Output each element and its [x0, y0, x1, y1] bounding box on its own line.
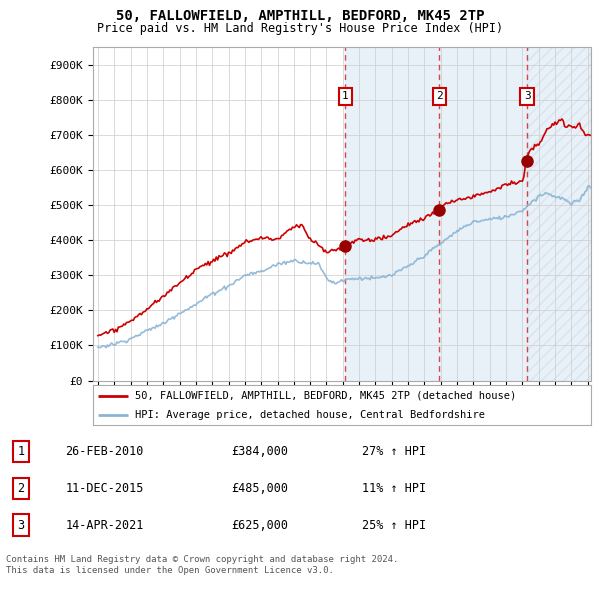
Bar	[527, 47, 591, 381]
Text: 11% ↑ HPI: 11% ↑ HPI	[362, 481, 427, 495]
Text: 25% ↑ HPI: 25% ↑ HPI	[362, 519, 427, 532]
Text: £485,000: £485,000	[232, 481, 289, 495]
Text: £625,000: £625,000	[232, 519, 289, 532]
Text: Contains HM Land Registry data © Crown copyright and database right 2024.: Contains HM Land Registry data © Crown c…	[6, 555, 398, 563]
Text: 14-APR-2021: 14-APR-2021	[65, 519, 144, 532]
Text: 3: 3	[17, 519, 25, 532]
Text: Price paid vs. HM Land Registry's House Price Index (HPI): Price paid vs. HM Land Registry's House …	[97, 22, 503, 35]
Bar	[345, 47, 591, 381]
Text: 1: 1	[17, 445, 25, 458]
Text: HPI: Average price, detached house, Central Bedfordshire: HPI: Average price, detached house, Cent…	[136, 410, 485, 419]
Text: 26-FEB-2010: 26-FEB-2010	[65, 445, 144, 458]
Text: This data is licensed under the Open Government Licence v3.0.: This data is licensed under the Open Gov…	[6, 566, 334, 575]
Text: 11-DEC-2015: 11-DEC-2015	[65, 481, 144, 495]
Text: 50, FALLOWFIELD, AMPTHILL, BEDFORD, MK45 2TP: 50, FALLOWFIELD, AMPTHILL, BEDFORD, MK45…	[116, 9, 484, 23]
Text: 1: 1	[342, 91, 349, 101]
Text: 50, FALLOWFIELD, AMPTHILL, BEDFORD, MK45 2TP (detached house): 50, FALLOWFIELD, AMPTHILL, BEDFORD, MK45…	[136, 391, 517, 401]
Text: 2: 2	[17, 481, 25, 495]
Text: 3: 3	[524, 91, 530, 101]
Text: 27% ↑ HPI: 27% ↑ HPI	[362, 445, 427, 458]
Text: 2: 2	[436, 91, 443, 101]
Text: £384,000: £384,000	[232, 445, 289, 458]
